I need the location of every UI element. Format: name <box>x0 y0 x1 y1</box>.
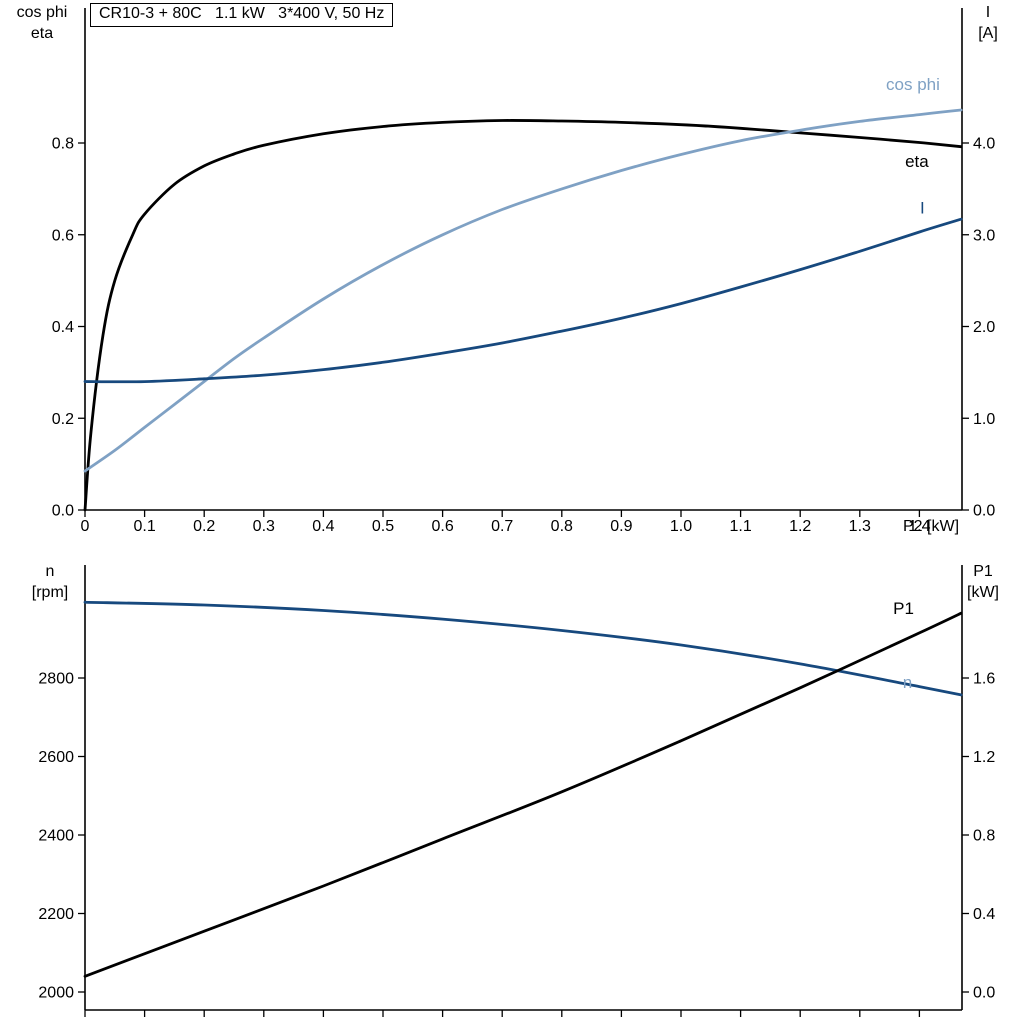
x-axis-tick-label: 1.1 <box>729 518 751 535</box>
left-axis-tick-label: 0.0 <box>52 503 74 520</box>
x-axis-tick-label: 1.3 <box>849 518 871 535</box>
top-right-axis-label: I [A] <box>960 2 1016 44</box>
right-axis-tick-label: 4.0 <box>973 136 995 153</box>
bottom-left-axis-label-line1: n <box>45 563 55 580</box>
x-axis-title: P2 [kW] <box>903 518 959 535</box>
right-axis-tick-label: 1.2 <box>973 749 995 766</box>
left-axis-tick-label: 0.2 <box>52 411 74 428</box>
n-curve-label: n <box>903 673 912 692</box>
right-axis-tick-label: 0.8 <box>973 828 995 845</box>
x-axis-tick-label: 0.9 <box>610 518 632 535</box>
cos-phi-curve-label: cos phi <box>886 75 940 94</box>
i-curve <box>83 217 963 384</box>
left-axis-tick-label: 2800 <box>38 671 74 688</box>
bottom-chart-group: 2000 2200 2400 2600 2800 0.0 0.4 0.8 1.2 1.6 n P1 <box>38 565 995 1017</box>
left-axis-tick-label: 2600 <box>38 749 74 766</box>
top-chart-group: 0.0 0.2 0.4 0.6 0.8 0.0 1.0 2.0 3.0 4.0 0 0.1 0.2 0.3… <box>52 8 995 535</box>
right-axis-tick-label: 1.0 <box>973 411 995 428</box>
eta-curve <box>83 119 963 512</box>
right-axis-tick-label: 2.0 <box>973 319 995 336</box>
bottom-left-axis-label: n [rpm] <box>18 561 82 603</box>
left-axis-tick-label: 0.6 <box>52 227 74 244</box>
x-axis-tick-label: 1.4 <box>908 518 930 535</box>
x-axis-tick-label: 0.6 <box>431 518 453 535</box>
left-axis-tick-label: 2200 <box>38 906 74 923</box>
top-left-axis-label: cos phi eta <box>4 2 80 44</box>
n-curve <box>83 600 963 697</box>
x-axis-tick-label: 0.5 <box>372 518 394 535</box>
bottom-right-axis-label: P1 [kW] <box>950 561 1016 603</box>
right-axis-tick-label: 3.0 <box>973 227 995 244</box>
left-axis-tick-label: 0.8 <box>52 136 74 153</box>
x-axis-tick-label: 0.4 <box>312 518 334 535</box>
eta-curve-label: eta <box>905 152 929 171</box>
top-right-axis-label-line2: [A] <box>978 25 998 42</box>
right-axis-tick-label: 0.0 <box>973 503 995 520</box>
x-axis-tick-label: 0.2 <box>193 518 215 535</box>
top-right-axis-label-line1: I <box>985 4 991 21</box>
cos-phi-curve <box>83 108 963 473</box>
x-axis-tick-label: 0 <box>81 518 90 535</box>
i-curve-label: I <box>920 199 925 218</box>
bottom-right-axis-label-line2: [kW] <box>967 584 999 601</box>
right-axis-tick-label: 0.4 <box>973 906 995 923</box>
bottom-left-axis-label-line2: [rpm] <box>31 584 69 601</box>
bottom-right-axis-label-line1: P1 <box>973 563 993 580</box>
top-left-axis-label-line2: eta <box>30 25 54 42</box>
chart-title-box: CR10-3 + 80C 1.1 kW 3*400 V, 50 Hz <box>90 3 394 27</box>
left-axis-tick-label: 2400 <box>38 828 74 845</box>
p1-curve-label: P1 <box>893 599 914 618</box>
x-axis-tick-label: 0.1 <box>133 518 155 535</box>
x-axis-tick-label: 1.2 <box>789 518 811 535</box>
x-axis-tick-label: 0.8 <box>551 518 573 535</box>
x-axis-tick-label: 0.3 <box>253 518 275 535</box>
p1-curve <box>83 611 963 978</box>
right-axis-tick-label: 1.6 <box>973 671 995 688</box>
x-axis-tick-label: 1.0 <box>670 518 692 535</box>
x-axis-tick-label: 0.7 <box>491 518 513 535</box>
right-axis-tick-label: 0.0 <box>973 985 995 1002</box>
left-axis-tick-label: 0.4 <box>52 319 74 336</box>
top-left-axis-label-line1: cos phi <box>16 4 68 21</box>
left-axis-tick-label: 2000 <box>38 985 74 1002</box>
